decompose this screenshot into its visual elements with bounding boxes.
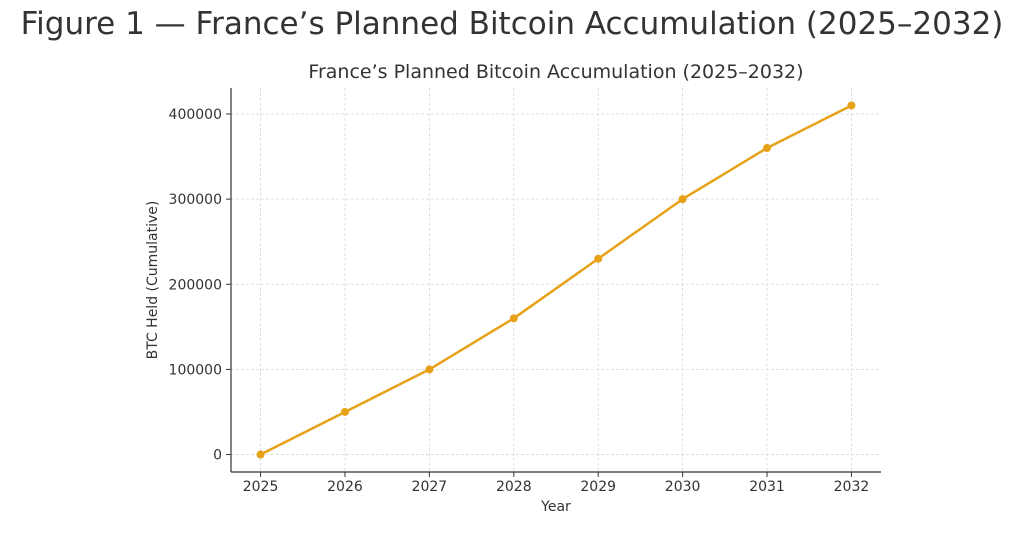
y-tick-label: 300000: [169, 192, 222, 208]
x-axis-label: Year: [540, 499, 571, 515]
x-tick-label: 2032: [834, 479, 870, 495]
data-point: [340, 407, 349, 416]
grid-layer: [231, 88, 881, 472]
series-line: [259, 104, 853, 456]
series-layer: [256, 101, 856, 459]
data-point: [425, 365, 434, 374]
x-tick-label: 2027: [412, 479, 448, 495]
y-tick-label: 200000: [169, 277, 222, 293]
x-tick-label: 2029: [580, 479, 616, 495]
y-axis-label: BTC Held (Cumulative): [145, 201, 161, 360]
y-tick-label: 100000: [169, 362, 222, 378]
data-point: [763, 144, 772, 153]
x-tick-label: 2026: [327, 479, 363, 495]
data-point: [847, 101, 856, 110]
x-tick-label: 2031: [749, 479, 785, 495]
data-point: [509, 314, 518, 323]
data-point: [678, 195, 687, 204]
data-point: [594, 254, 603, 263]
y-tick-label: 400000: [169, 107, 222, 123]
x-ticks: 2025 2026 2027 2028 2029 2030 2031 2032: [243, 472, 870, 495]
data-point: [256, 450, 265, 459]
axes-layer: [230, 88, 881, 473]
y-ticks: 0 100000 200000 300000 400000: [169, 107, 231, 464]
y-tick-label: 0: [213, 448, 222, 464]
x-tick-label: 2025: [243, 479, 279, 495]
figure-title: Figure 1 — France’s Planned Bitcoin Accu…: [20, 6, 1004, 42]
chart-title: France’s Planned Bitcoin Accumulation (2…: [308, 61, 803, 83]
x-tick-label: 2030: [665, 479, 701, 495]
x-tick-label: 2028: [496, 479, 532, 495]
